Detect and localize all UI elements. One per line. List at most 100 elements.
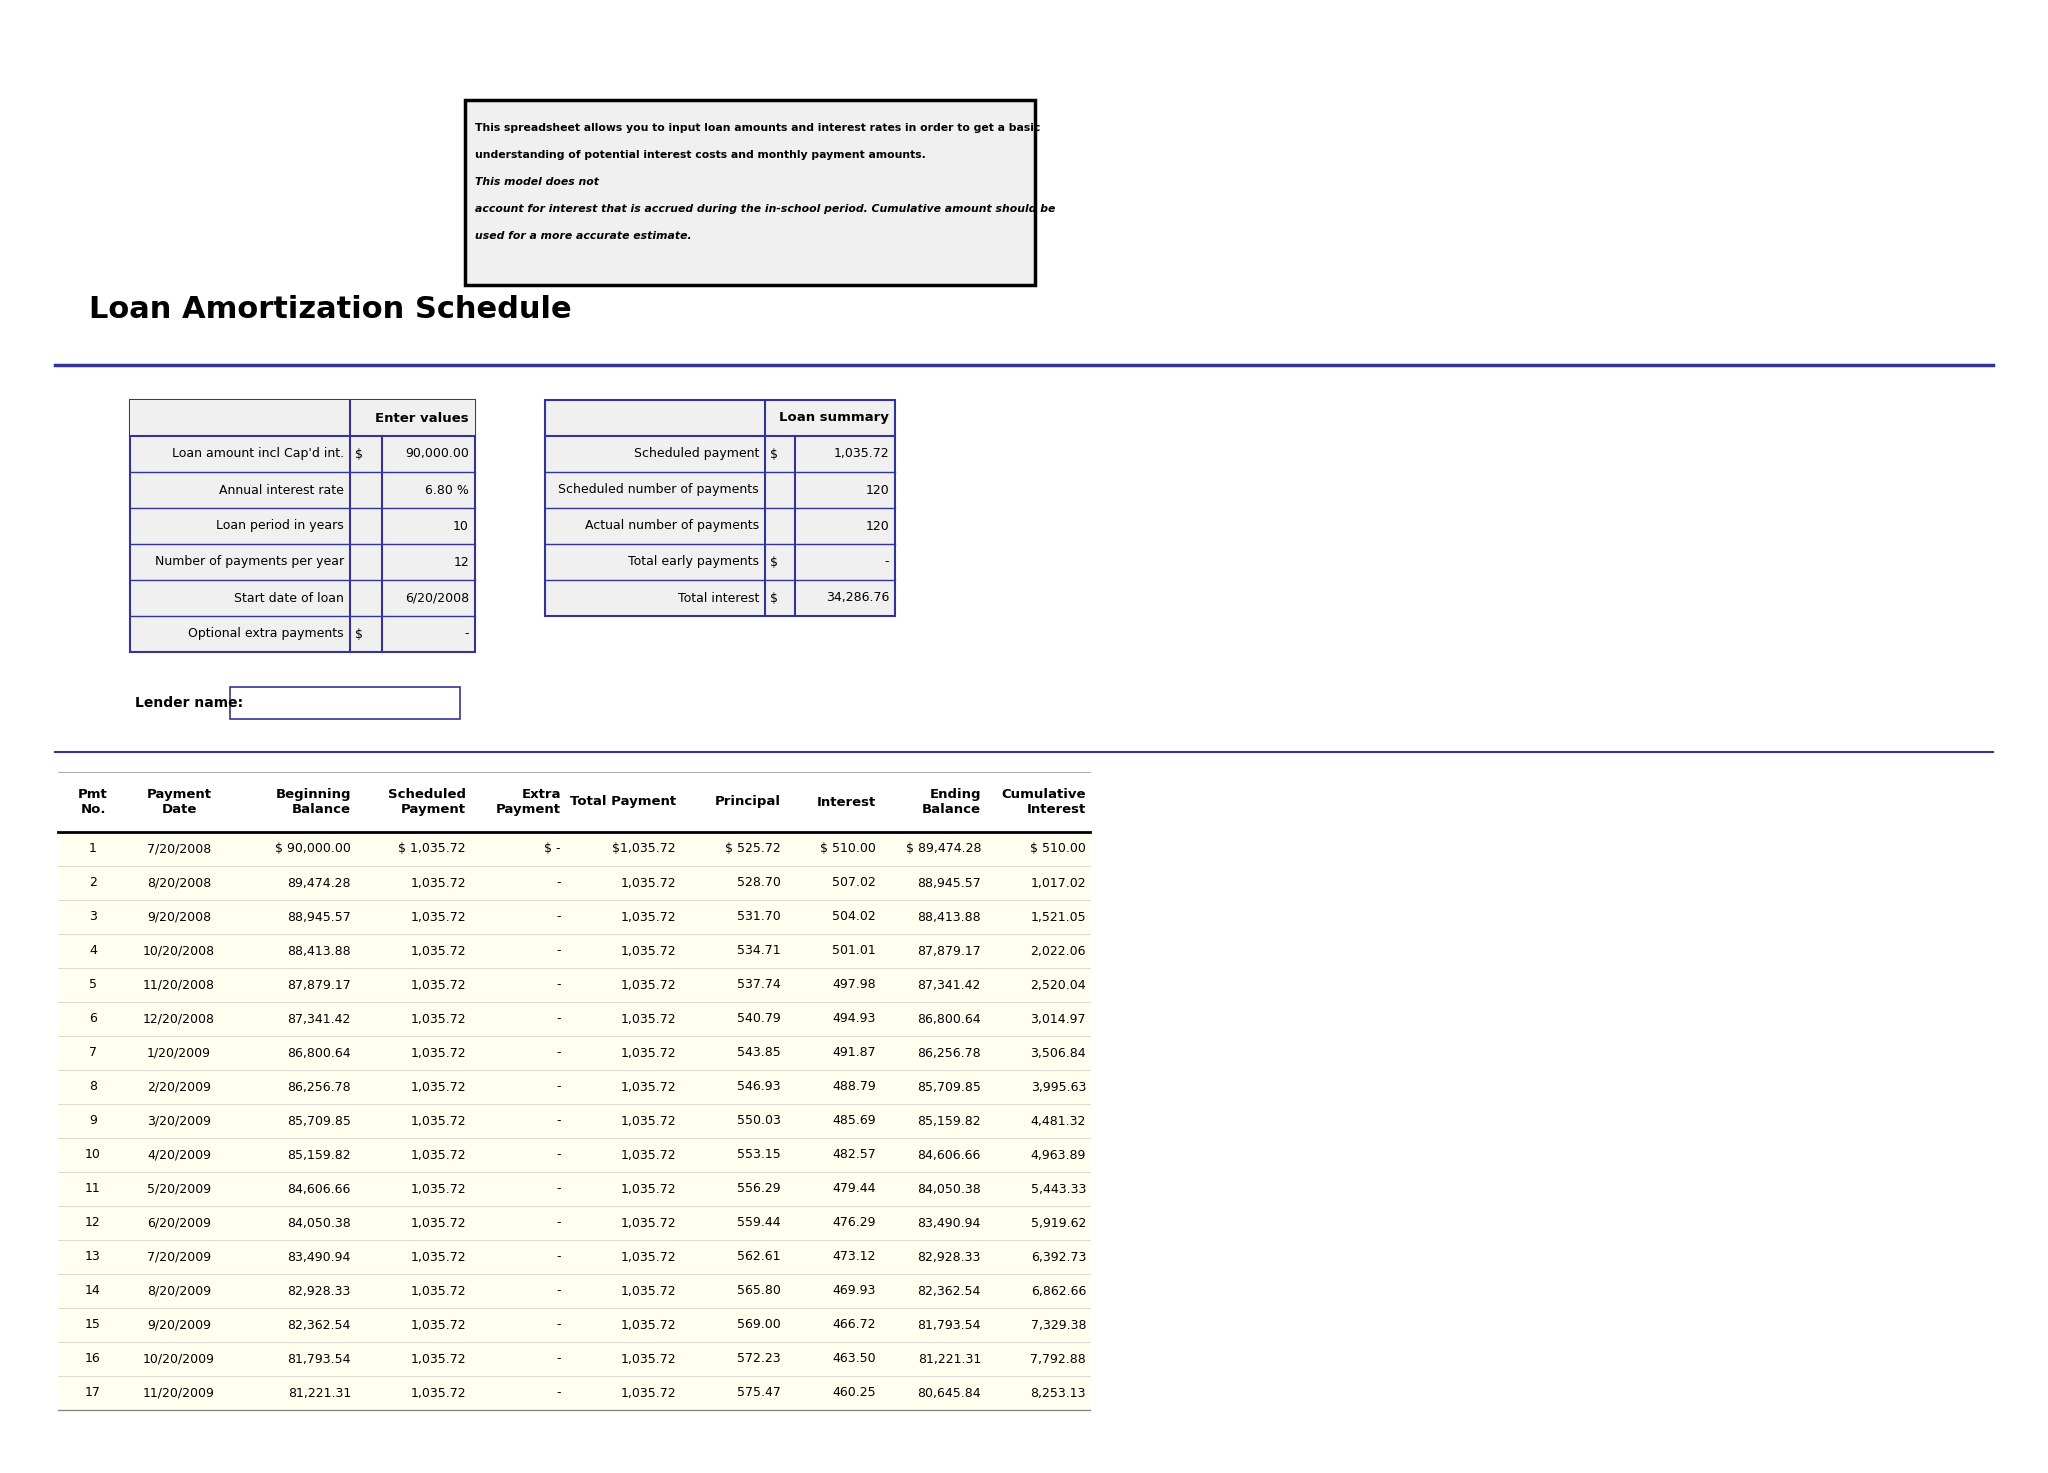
Text: $: $ [770,555,778,569]
Text: 1,035.72: 1,035.72 [621,1251,676,1264]
Text: 543.85: 543.85 [737,1046,780,1059]
Text: 1: 1 [88,843,96,856]
Text: 1,035.72: 1,035.72 [410,1115,467,1127]
Text: -: - [557,1046,561,1059]
Text: 16: 16 [86,1352,100,1365]
Text: 88,413.88: 88,413.88 [287,944,350,957]
Text: 1,035.72: 1,035.72 [621,1046,676,1059]
Text: 13: 13 [86,1251,100,1264]
Text: 494.93: 494.93 [834,1012,877,1025]
Text: $1,035.72: $1,035.72 [612,843,676,856]
Text: account for interest that is accrued during the in-school period. Cumulative amo: account for interest that is accrued dur… [475,203,1055,214]
Bar [57,1206,1090,1240]
Text: 572.23: 572.23 [737,1352,780,1365]
Bar [229,686,461,719]
Text: 87,879.17: 87,879.17 [918,944,981,957]
Text: 4,963.89: 4,963.89 [1030,1149,1085,1162]
Text: 1,035.72: 1,035.72 [621,1386,676,1399]
Text: 88,945.57: 88,945.57 [918,876,981,890]
Bar [57,866,1090,900]
Text: -: - [557,1386,561,1399]
Text: Ending
Balance: Ending Balance [922,788,981,816]
Text: -: - [885,555,889,569]
Text: Enter values: Enter values [375,411,469,424]
Text: Extra
Payment: Extra Payment [496,788,561,816]
Text: 1,035.72: 1,035.72 [410,1183,467,1196]
Text: $ 525.72: $ 525.72 [725,843,780,856]
Text: 540.79: 540.79 [737,1012,780,1025]
Text: 569.00: 569.00 [737,1318,780,1332]
Text: This model does not: This model does not [475,177,598,187]
Text: 469.93: 469.93 [834,1284,877,1298]
Text: 1,035.72: 1,035.72 [410,1149,467,1162]
Text: 575.47: 575.47 [737,1386,780,1399]
Text: 7,329.38: 7,329.38 [1030,1318,1085,1332]
Text: 87,341.42: 87,341.42 [287,1012,350,1025]
Text: 485.69: 485.69 [831,1115,877,1127]
Text: 85,709.85: 85,709.85 [287,1115,350,1127]
Text: $ 89,474.28: $ 89,474.28 [905,843,981,856]
Text: 81,221.31: 81,221.31 [918,1352,981,1365]
Text: 1,035.72: 1,035.72 [621,944,676,957]
Text: 1,035.72: 1,035.72 [621,1318,676,1332]
Text: 3,995.63: 3,995.63 [1030,1081,1085,1093]
Text: 1,521.05: 1,521.05 [1030,910,1085,924]
Text: 84,606.66: 84,606.66 [287,1183,350,1196]
Text: 1,035.72: 1,035.72 [621,1284,676,1298]
Text: 120: 120 [864,520,889,533]
Text: 1,035.72: 1,035.72 [621,876,676,890]
Text: Payment
Date: Payment Date [147,788,211,816]
Text: 488.79: 488.79 [831,1081,877,1093]
Text: 1,035.72: 1,035.72 [621,1081,676,1093]
Text: 84,050.38: 84,050.38 [918,1183,981,1196]
Text: -: - [557,1012,561,1025]
Text: 17: 17 [86,1386,100,1399]
Text: 9/20/2008: 9/20/2008 [147,910,211,924]
Text: 90,000.00: 90,000.00 [406,448,469,461]
Text: 2,520.04: 2,520.04 [1030,978,1085,991]
Text: 482.57: 482.57 [831,1149,877,1162]
Text: 1,035.72: 1,035.72 [410,1081,467,1093]
Text: 1,035.72: 1,035.72 [410,1217,467,1230]
Bar [57,1274,1090,1308]
Text: 3,506.84: 3,506.84 [1030,1046,1085,1059]
Text: 8/20/2008: 8/20/2008 [147,876,211,890]
Text: 8,253.13: 8,253.13 [1030,1386,1085,1399]
Text: 34,286.76: 34,286.76 [825,592,889,604]
Text: 80,645.84: 80,645.84 [918,1386,981,1399]
Text: 11: 11 [86,1183,100,1196]
Text: Scheduled payment: Scheduled payment [633,448,760,461]
Text: Loan amount incl Cap'd int.: Loan amount incl Cap'd int. [172,448,344,461]
Text: 1,035.72: 1,035.72 [621,978,676,991]
Bar [57,1036,1090,1069]
Text: 501.01: 501.01 [831,944,877,957]
Text: 87,879.17: 87,879.17 [287,978,350,991]
Text: Loan period in years: Loan period in years [217,520,344,533]
Text: -: - [557,1217,561,1230]
Text: 6.80 %: 6.80 % [426,483,469,496]
Text: 1,035.72: 1,035.72 [621,1149,676,1162]
Text: -: - [557,1251,561,1264]
Text: 89,474.28: 89,474.28 [287,876,350,890]
Text: 1,035.72: 1,035.72 [410,1352,467,1365]
Text: $: $ [770,592,778,604]
Text: -: - [557,1318,561,1332]
Text: -: - [557,944,561,957]
Text: -: - [465,627,469,641]
Bar [545,401,895,616]
Text: Optional extra payments: Optional extra payments [188,627,344,641]
Text: 11/20/2009: 11/20/2009 [143,1386,215,1399]
Text: 1,035.72: 1,035.72 [621,1352,676,1365]
Bar [57,968,1090,1002]
Text: 3: 3 [88,910,96,924]
Text: 9: 9 [88,1115,96,1127]
Text: Number of payments per year: Number of payments per year [156,555,344,569]
Text: Total early payments: Total early payments [629,555,760,569]
Text: 562.61: 562.61 [737,1251,780,1264]
Text: -: - [557,1115,561,1127]
Text: 504.02: 504.02 [831,910,877,924]
Text: 86,256.78: 86,256.78 [918,1046,981,1059]
Text: 82,362.54: 82,362.54 [287,1318,350,1332]
Text: Annual interest rate: Annual interest rate [219,483,344,496]
Bar [57,1103,1090,1139]
